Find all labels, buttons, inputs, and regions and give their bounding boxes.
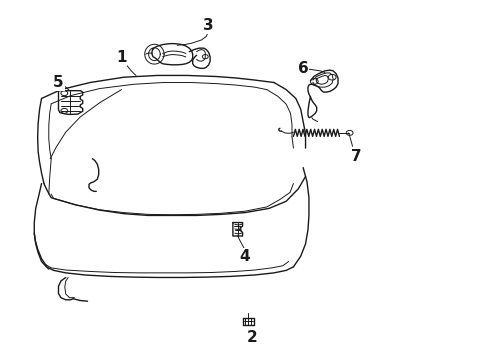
Text: 1: 1 xyxy=(116,50,127,65)
Text: 5: 5 xyxy=(53,75,64,90)
Text: 4: 4 xyxy=(240,249,250,264)
Text: 7: 7 xyxy=(351,149,362,165)
Text: 2: 2 xyxy=(247,330,258,345)
Text: 3: 3 xyxy=(203,18,214,33)
Text: 6: 6 xyxy=(298,61,309,76)
